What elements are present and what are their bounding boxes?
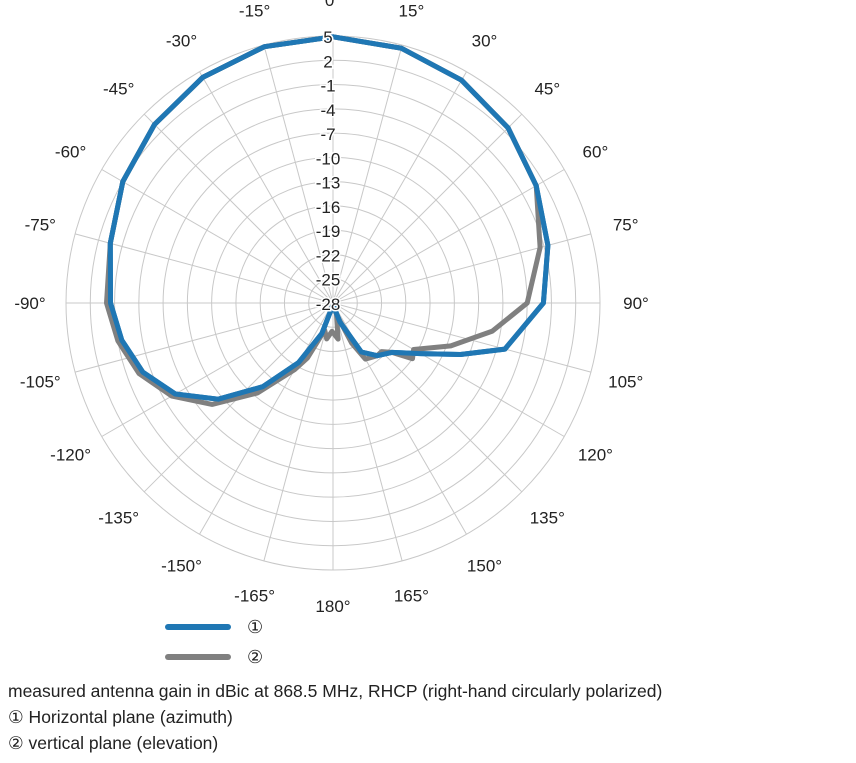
grid-spoke (332, 233, 592, 304)
grid-spoke (199, 71, 334, 304)
grid-spoke (332, 302, 592, 373)
grid-spoke (332, 71, 467, 304)
legend-swatch-gray (165, 654, 231, 660)
legend-swatch-blue (165, 624, 231, 630)
grid-spoke (332, 113, 523, 304)
angle-tick-label: 135° (530, 508, 565, 527)
legend-item-vertical: ② (165, 642, 263, 672)
angle-tick-label: 165° (394, 587, 429, 606)
angle-tick-label: -150° (161, 556, 202, 575)
grid-spoke (199, 302, 334, 535)
angle-tick-label: 45° (534, 80, 560, 99)
grid-spoke (263, 302, 334, 562)
angle-tick-label: -30° (166, 32, 197, 51)
grid-spoke (143, 113, 334, 304)
series-vertical-line (104, 34, 543, 407)
angle-tick-label: 150° (467, 556, 502, 575)
angle-tick-label: -135° (98, 508, 139, 527)
grid-spoke (332, 302, 403, 562)
angle-tick-label: 30° (472, 32, 498, 51)
legend-label: ② (247, 646, 264, 667)
grid-spoke (74, 233, 334, 304)
angle-tick-label: 75° (613, 216, 639, 235)
angle-tick-label: -60° (55, 143, 86, 162)
radial-tick-label: 5 (323, 28, 332, 47)
angle-tick-label: -120° (50, 446, 91, 465)
radial-tick-label: -7 (320, 125, 335, 144)
grid-spoke (332, 169, 565, 304)
radial-tick-label: -1 (320, 77, 335, 96)
caption-line: measured antenna gain in dBic at 868.5 M… (8, 681, 663, 701)
radial-tick-label: -22 (316, 247, 341, 266)
angle-tick-label: -105° (20, 372, 61, 391)
grid-spoke (332, 302, 565, 437)
grid-spoke (101, 169, 334, 304)
series-horizontal-line-overlay (107, 34, 551, 402)
angle-tick-label: 120° (578, 446, 613, 465)
caption-line: ② vertical plane (elevation) (8, 733, 219, 753)
radial-tick-label: -13 (316, 174, 341, 193)
angle-tick-label: -15° (239, 1, 270, 20)
grid-spoke (332, 44, 403, 304)
angle-tick-label: 105° (608, 372, 643, 391)
legend-label: ① (247, 616, 264, 637)
legend: ① ② (165, 612, 263, 672)
grid-spoke (74, 302, 334, 373)
radial-tick-label: -4 (320, 101, 335, 120)
angle-tick-label: -165° (234, 587, 275, 606)
angle-tick-label: 0° (325, 0, 341, 10)
polar-chart: 0° 15° 30° 45° 60° 75° 90° 105° 120° 135° 150° 165°… (14, 0, 649, 612)
angle-tick-label: 90° (623, 294, 649, 313)
angle-tick-label: 180° (315, 597, 350, 612)
grid-spoke (263, 44, 334, 304)
caption: measured antenna gain in dBic at 868.5 M… (8, 678, 662, 756)
angle-tick-label: -45° (103, 80, 134, 99)
angle-tick-label: -75° (25, 216, 56, 235)
caption-line: ① Horizontal plane (azimuth) (8, 707, 233, 727)
radial-tick-label: -10 (316, 149, 341, 168)
angle-tick-label: 60° (583, 143, 609, 162)
radial-tick-label: -28 (316, 295, 341, 314)
grid-spoke (101, 302, 334, 437)
radial-tick-label: -16 (316, 198, 341, 217)
angle-tick-label: -90° (14, 294, 45, 313)
legend-item-horizontal: ① (165, 612, 263, 642)
radial-tick-label: 2 (323, 52, 332, 71)
angle-tick-label: 15° (399, 1, 425, 20)
radial-tick-label: -19 (316, 222, 341, 241)
radial-tick-label: -25 (316, 271, 341, 290)
grid-spoke (332, 302, 523, 493)
